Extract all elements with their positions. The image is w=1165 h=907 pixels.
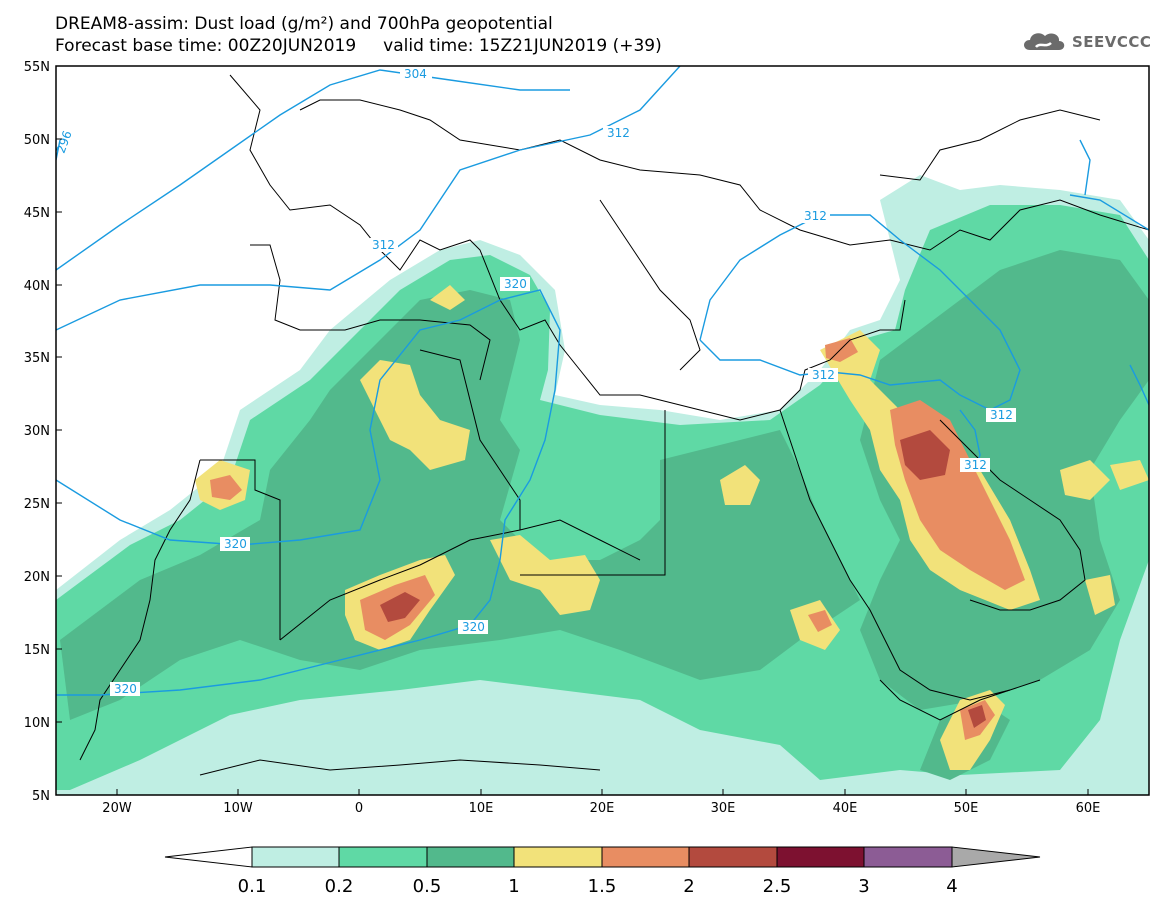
colorbar-label-1.5: 1.5 [588, 876, 617, 897]
colorbar-segment-1 [513, 846, 603, 868]
coastlines [79, 74, 1149, 776]
colorbar-segment-above [951, 846, 1041, 868]
lat-label-35N: 35N [24, 351, 50, 366]
colorbar-segment-3 [863, 846, 953, 868]
lat-label-45N: 45N [24, 206, 50, 221]
cloud-logo-icon [1024, 33, 1065, 50]
lat-label-25N: 25N [24, 497, 50, 512]
contour-label-312-b: 312 [804, 209, 827, 223]
lat-label-5N: 5N [32, 789, 50, 804]
contour-label-312-a: 312 [607, 126, 630, 140]
contour-label-304: 304 [404, 67, 427, 81]
lat-label-50N: 50N [24, 133, 50, 148]
colorbar-label-2.5: 2.5 [763, 876, 792, 897]
lat-label-20N: 20N [24, 570, 50, 585]
lon-axis: 20W 10W 0 10E 20E 30E 40E 50E 60E [102, 789, 1100, 816]
colorbar-segment-below [164, 846, 253, 868]
contour-labels: 304 312 312 312 312 320 320 320 320 312 … [54, 67, 1016, 696]
lat-label-10N: 10N [24, 716, 50, 731]
colorbar-label-0.1: 0.1 [238, 876, 267, 897]
colorbar-label-4: 4 [946, 876, 957, 897]
dust-area-2 [380, 430, 986, 728]
lon-label-10W: 10W [223, 801, 253, 816]
contour-label-312-c: 312 [812, 368, 835, 382]
colorbar-segment-1.5 [601, 846, 690, 868]
lon-label-50E: 50E [954, 801, 979, 816]
lat-label-15N: 15N [24, 643, 50, 658]
contour-label-320-b: 320 [224, 537, 247, 551]
lon-label-0: 0 [355, 801, 363, 816]
colorbar: 0.1 0.2 0.5 1 1.5 2 2.5 3 4 [164, 846, 1041, 897]
lat-label-55N: 55N [24, 60, 50, 75]
lat-axis: 55N 50N 45N 40N 35N 30N 25N 20N 15N 10N … [24, 60, 62, 804]
lon-label-30E: 30E [711, 801, 736, 816]
map-title-line2: Forecast base time: 00Z20JUN2019 valid t… [55, 36, 662, 56]
lat-label-40N: 40N [24, 279, 50, 294]
lon-label-10E: 10E [469, 801, 494, 816]
lon-label-60E: 60E [1076, 801, 1101, 816]
contour-label-312-f: 312 [372, 238, 395, 252]
seevccc-logo: SEEVCCC [1020, 28, 1151, 56]
colorbar-label-0.2: 0.2 [325, 876, 354, 897]
colorbar-segment-2 [688, 846, 778, 868]
colorbar-segment-2.5 [776, 846, 865, 868]
colorbar-label-1: 1 [508, 876, 519, 897]
lat-label-30N: 30N [24, 424, 50, 439]
logo-text: SEEVCCC [1072, 33, 1152, 51]
colorbar-segment-0.5 [426, 846, 515, 868]
lon-label-20E: 20E [590, 801, 615, 816]
colorbar-label-2: 2 [683, 876, 694, 897]
lon-label-40E: 40E [833, 801, 858, 816]
colorbar-segment-0.1 [251, 846, 340, 868]
colorbar-segment-0.2 [338, 846, 428, 868]
contour-label-312-d: 312 [990, 408, 1013, 422]
colorbar-label-3: 3 [858, 876, 869, 897]
colorbar-label-0.5: 0.5 [413, 876, 442, 897]
contour-label-320-d: 320 [114, 682, 137, 696]
map-title-line1: DREAM8-assim: Dust load (g/m²) and 700hP… [55, 14, 553, 34]
contour-label-312-e: 312 [964, 458, 987, 472]
lon-label-20W: 20W [102, 801, 132, 816]
contour-label-320-a: 320 [504, 277, 527, 291]
contour-label-320-c: 320 [462, 620, 485, 634]
